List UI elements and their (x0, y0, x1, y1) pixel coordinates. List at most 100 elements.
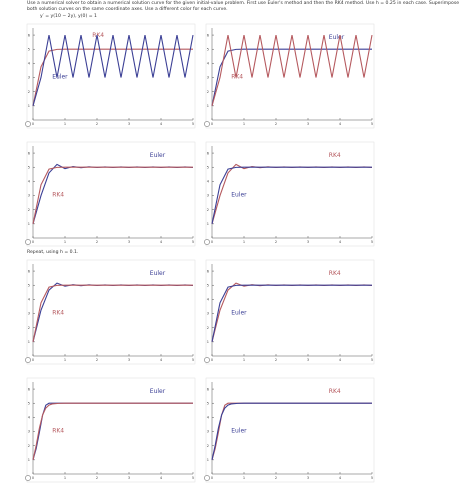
y-tick-label: 5 (28, 283, 30, 287)
radio-button[interactable] (25, 475, 31, 481)
y-tick-label: 2 (207, 444, 209, 448)
plot-frame (26, 377, 196, 483)
y-tick-label: 3 (207, 430, 209, 434)
y-tick-label: 1 (28, 104, 30, 108)
y-tick-label: 2 (28, 208, 30, 212)
solution-curve (211, 402, 372, 460)
y-tick-label: 6 (207, 33, 209, 37)
radio-button[interactable] (25, 357, 31, 363)
y-tick-label: 2 (28, 90, 30, 94)
plot-frame (205, 259, 375, 365)
curve-label: RK4 (92, 32, 104, 39)
x-tick-label: 1 (243, 358, 245, 362)
curve-label: RK4 (231, 74, 243, 81)
curve-label: RK4 (329, 152, 341, 159)
curve-label: Euler (150, 388, 166, 395)
y-tick-label: 4 (28, 298, 31, 302)
solution-curve (211, 48, 372, 106)
radio-button[interactable] (204, 357, 210, 363)
y-tick-label: 5 (28, 47, 30, 51)
x-tick-label: 5 (371, 358, 373, 362)
equation: y′ = y(10 − 2y), y(0) = 1 (40, 14, 97, 19)
y-tick-label: 5 (28, 401, 30, 405)
x-tick-label: 0 (211, 358, 213, 362)
curve-label: Euler (150, 152, 166, 159)
y-tick-label: 1 (207, 104, 209, 108)
y-tick-label: 2 (207, 208, 209, 212)
y-tick-label: 3 (28, 194, 30, 198)
y-tick-label: 4 (28, 180, 31, 184)
y-tick-label: 5 (207, 401, 209, 405)
y-tick-label: 3 (28, 430, 30, 434)
x-tick-label: 5 (192, 358, 194, 362)
solution-curve (32, 34, 194, 106)
y-tick-label: 3 (207, 194, 209, 198)
x-tick-label: 2 (96, 358, 98, 362)
x-tick-label: 1 (243, 240, 245, 244)
y-tick-label: 1 (28, 222, 30, 226)
curve-label: RK4 (52, 428, 64, 435)
x-tick-label: 5 (371, 240, 373, 244)
x-tick-label: 0 (32, 240, 34, 244)
curve-label: Euler (150, 270, 166, 277)
x-tick-label: 3 (307, 240, 309, 244)
curve-label: RK4 (52, 192, 64, 199)
x-tick-label: 5 (371, 122, 373, 126)
x-tick-label: 4 (339, 240, 342, 244)
y-tick-label: 4 (207, 180, 210, 184)
y-tick-label: 6 (207, 387, 209, 391)
plot-frame (205, 141, 375, 247)
solution-curve (32, 402, 193, 460)
curve-label: Euler (231, 428, 247, 435)
radio-button[interactable] (204, 239, 210, 245)
y-tick-label: 2 (28, 326, 30, 330)
y-tick-label: 4 (207, 298, 210, 302)
solution-curve (211, 284, 372, 342)
x-tick-label: 3 (128, 358, 130, 362)
x-tick-label: 1 (243, 476, 245, 480)
radio-button[interactable] (204, 475, 210, 481)
y-tick-label: 1 (207, 222, 209, 226)
y-tick-label: 5 (207, 165, 209, 169)
x-tick-label: 0 (32, 358, 34, 362)
y-tick-label: 2 (207, 326, 209, 330)
solution-curve (32, 166, 193, 224)
y-tick-label: 6 (28, 151, 30, 155)
x-tick-label: 2 (96, 476, 98, 480)
x-tick-label: 0 (32, 122, 34, 126)
y-tick-label: 5 (207, 283, 209, 287)
plot-frame (26, 259, 196, 365)
x-tick-label: 5 (192, 476, 194, 480)
x-tick-label: 4 (339, 122, 342, 126)
radio-button[interactable] (204, 121, 210, 127)
x-tick-label: 0 (211, 476, 213, 480)
curve-label: Euler (231, 192, 247, 199)
y-tick-label: 6 (28, 387, 30, 391)
plot-frame (205, 377, 375, 483)
y-tick-label: 5 (207, 47, 209, 51)
y-tick-label: 1 (28, 458, 30, 462)
x-tick-label: 2 (96, 122, 98, 126)
x-tick-label: 2 (96, 240, 98, 244)
x-tick-label: 3 (307, 358, 309, 362)
x-tick-label: 3 (128, 240, 130, 244)
y-tick-label: 4 (207, 62, 210, 66)
x-tick-label: 0 (211, 240, 213, 244)
y-tick-label: 1 (207, 340, 209, 344)
x-tick-label: 2 (275, 476, 277, 480)
radio-button[interactable] (25, 121, 31, 127)
radio-button[interactable] (25, 239, 31, 245)
x-tick-label: 4 (160, 476, 163, 480)
x-tick-label: 3 (128, 122, 130, 126)
x-tick-label: 1 (243, 122, 245, 126)
y-tick-label: 1 (207, 458, 209, 462)
y-tick-label: 3 (28, 76, 30, 80)
x-tick-label: 4 (339, 358, 342, 362)
curve-label: RK4 (329, 270, 341, 277)
x-tick-label: 3 (307, 122, 309, 126)
plot-frame (26, 23, 196, 129)
plot-frame (205, 23, 375, 129)
x-tick-label: 3 (128, 476, 130, 480)
